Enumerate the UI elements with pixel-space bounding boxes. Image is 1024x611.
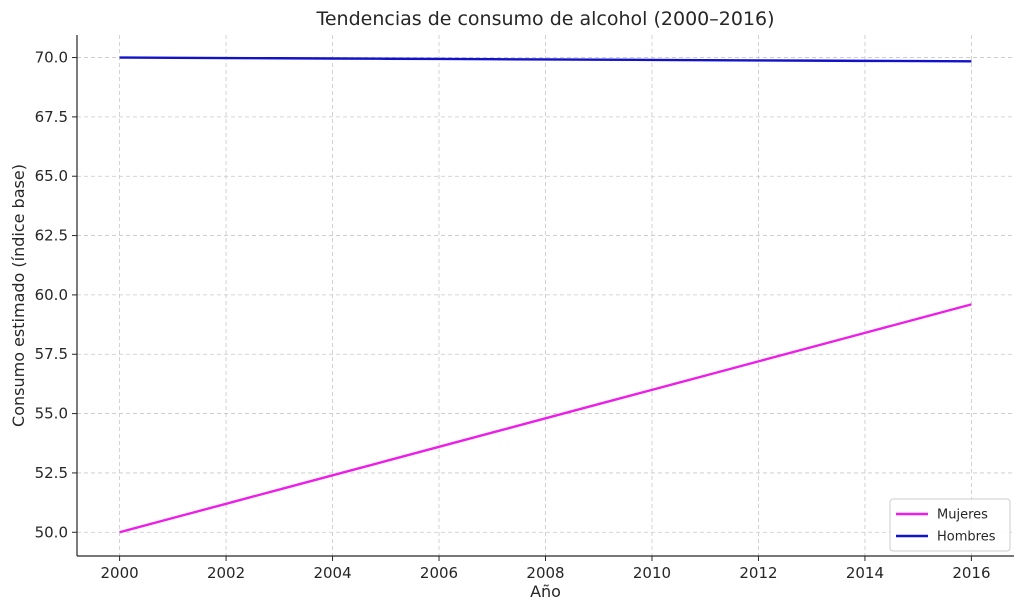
legend-box <box>889 498 1011 552</box>
y-tick-label: 57.5 <box>35 345 68 363</box>
x-tick-label: 2014 <box>846 564 884 582</box>
y-tick-label: 50.0 <box>35 523 68 541</box>
x-tick-label: 2000 <box>100 564 138 582</box>
x-tick-label: 2010 <box>633 564 671 582</box>
chart-title: Tendencias de consumo de alcohol (2000–2… <box>315 8 774 30</box>
x-axis-title: Año <box>530 582 561 601</box>
y-tick-label: 67.5 <box>35 108 68 126</box>
legend: Mujeres Hombres <box>889 498 1011 552</box>
x-tick-label: 2016 <box>952 564 990 582</box>
y-tick-label: 55.0 <box>35 405 68 423</box>
y-tick-label: 52.5 <box>35 464 68 482</box>
series-line-mujeres <box>119 303 972 534</box>
legend-label: Mujeres <box>937 508 988 523</box>
x-tick-label: 2004 <box>313 564 351 582</box>
grid <box>77 35 1014 556</box>
y-tick-label: 65.0 <box>35 167 68 185</box>
x-tick-label: 2012 <box>739 564 777 582</box>
ticks: 2000 2002 2004 2006 2008 2010 2012 2014 2016 50.0… <box>35 49 991 582</box>
legend-label: Hombres <box>937 530 996 545</box>
series-lines <box>119 56 972 534</box>
x-tick-label: 2002 <box>207 564 245 582</box>
series-line-hombres <box>119 56 972 63</box>
y-axis-title: Consumo estimado (índice base) <box>9 164 28 427</box>
x-tick-label: 2008 <box>526 564 564 582</box>
x-tick-label: 2006 <box>420 564 458 582</box>
y-tick-label: 70.0 <box>35 49 68 67</box>
y-tick-label: 62.5 <box>35 227 68 245</box>
y-tick-label: 60.0 <box>35 286 68 304</box>
